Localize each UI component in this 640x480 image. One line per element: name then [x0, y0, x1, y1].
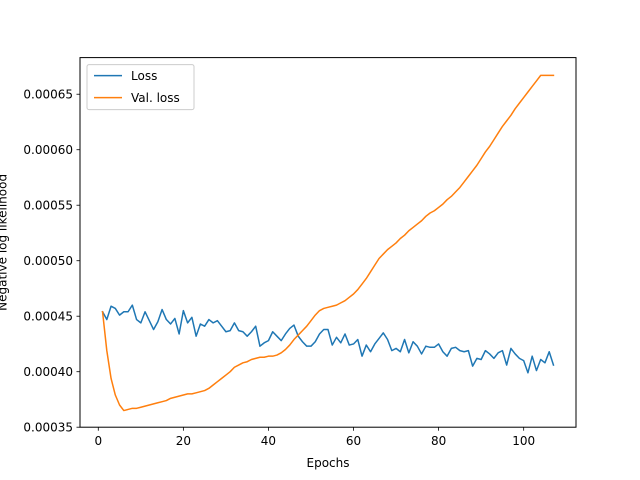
y-tick-label: 0.00045: [23, 310, 73, 324]
legend-label-val-loss: Val. loss: [131, 91, 180, 105]
axes-frame: [79, 57, 577, 428]
y-tick-label: 0.00060: [23, 143, 73, 157]
series-group: [101, 74, 555, 412]
y-axis: 0.00035 0.00040 0.00045 0.00050 0.00055 0.000…: [23, 88, 80, 435]
x-axis-title: Epochs: [307, 456, 350, 470]
x-tick-label: 60: [346, 434, 361, 448]
legend-label-loss: Loss: [131, 69, 157, 83]
y-tick-label: 0.00050: [23, 254, 73, 268]
x-tick-label: 20: [176, 434, 191, 448]
series-line-loss: [101, 304, 555, 374]
y-tick-label: 0.00055: [23, 199, 73, 213]
x-tick-label: 100: [512, 434, 535, 448]
x-tick-label: 40: [261, 434, 276, 448]
y-tick-label: 0.00040: [23, 365, 73, 379]
legend: Loss Val. loss: [86, 64, 195, 111]
x-tick-label: 0: [94, 434, 102, 448]
y-tick-label: 0.00065: [23, 88, 73, 102]
x-tick-label: 80: [431, 434, 446, 448]
series-line-val-loss: [101, 74, 555, 412]
y-tick-label: 0.00035: [23, 421, 73, 435]
y-axis-title: Negative log likelihood: [0, 174, 10, 311]
x-axis: 0 20 40 60 80 100: [94, 427, 535, 448]
